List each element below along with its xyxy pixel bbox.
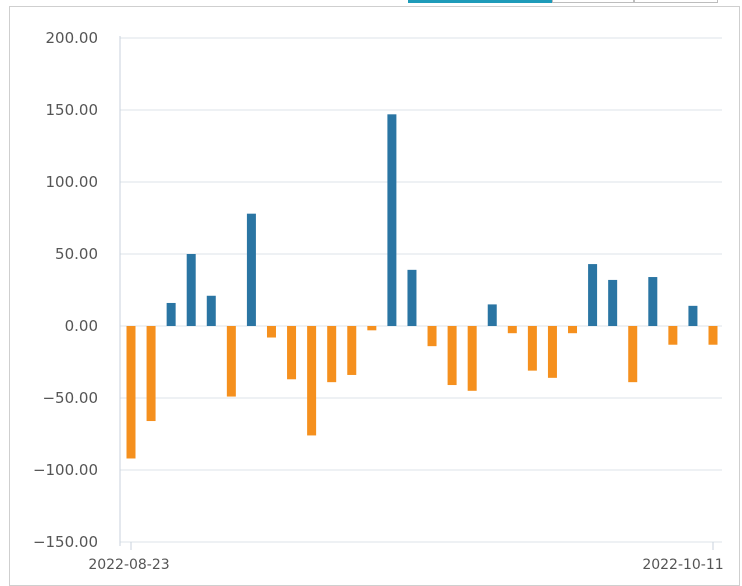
bar [246, 213, 256, 326]
bar [487, 304, 497, 326]
bar [327, 326, 337, 383]
bar [347, 326, 357, 375]
bar [447, 326, 457, 386]
y-tick-label: 150.00 [46, 101, 99, 119]
y-tick-label: −150.00 [33, 533, 98, 551]
bar [547, 326, 557, 378]
bar [367, 326, 377, 331]
bar [467, 326, 477, 391]
bar [146, 326, 156, 422]
y-tick-label: 200.00 [46, 29, 99, 47]
bar [186, 254, 196, 326]
y-tick-label: 50.00 [55, 245, 98, 263]
chart-panel [9, 6, 740, 586]
y-tick-label: 100.00 [46, 173, 99, 191]
bar [126, 326, 136, 459]
bar [688, 305, 698, 326]
range-tab-active[interactable] [408, 0, 552, 3]
y-tick-label: 0.00 [65, 317, 98, 335]
bar [568, 326, 578, 334]
range-tab[interactable] [634, 0, 718, 3]
bar [266, 326, 276, 338]
bar [668, 326, 678, 345]
bar [206, 295, 216, 326]
bar [648, 277, 658, 326]
y-tick-label: −100.00 [33, 461, 98, 479]
bar [588, 264, 598, 326]
bar [708, 326, 718, 345]
bar [527, 326, 537, 371]
bar [507, 326, 517, 334]
bar [287, 326, 297, 380]
range-tabs [408, 0, 718, 3]
bar [226, 326, 236, 397]
range-tab[interactable] [552, 0, 634, 3]
bar [427, 326, 437, 347]
bar [608, 279, 618, 326]
x-tick-label: 2022-08-23 [88, 557, 169, 573]
bar [307, 326, 317, 436]
bar [407, 269, 417, 326]
bar [628, 326, 638, 383]
x-tick-label: 2022-10-11 [642, 557, 723, 573]
bar [387, 114, 397, 326]
bar [166, 302, 176, 326]
y-tick-label: −50.00 [42, 389, 98, 407]
